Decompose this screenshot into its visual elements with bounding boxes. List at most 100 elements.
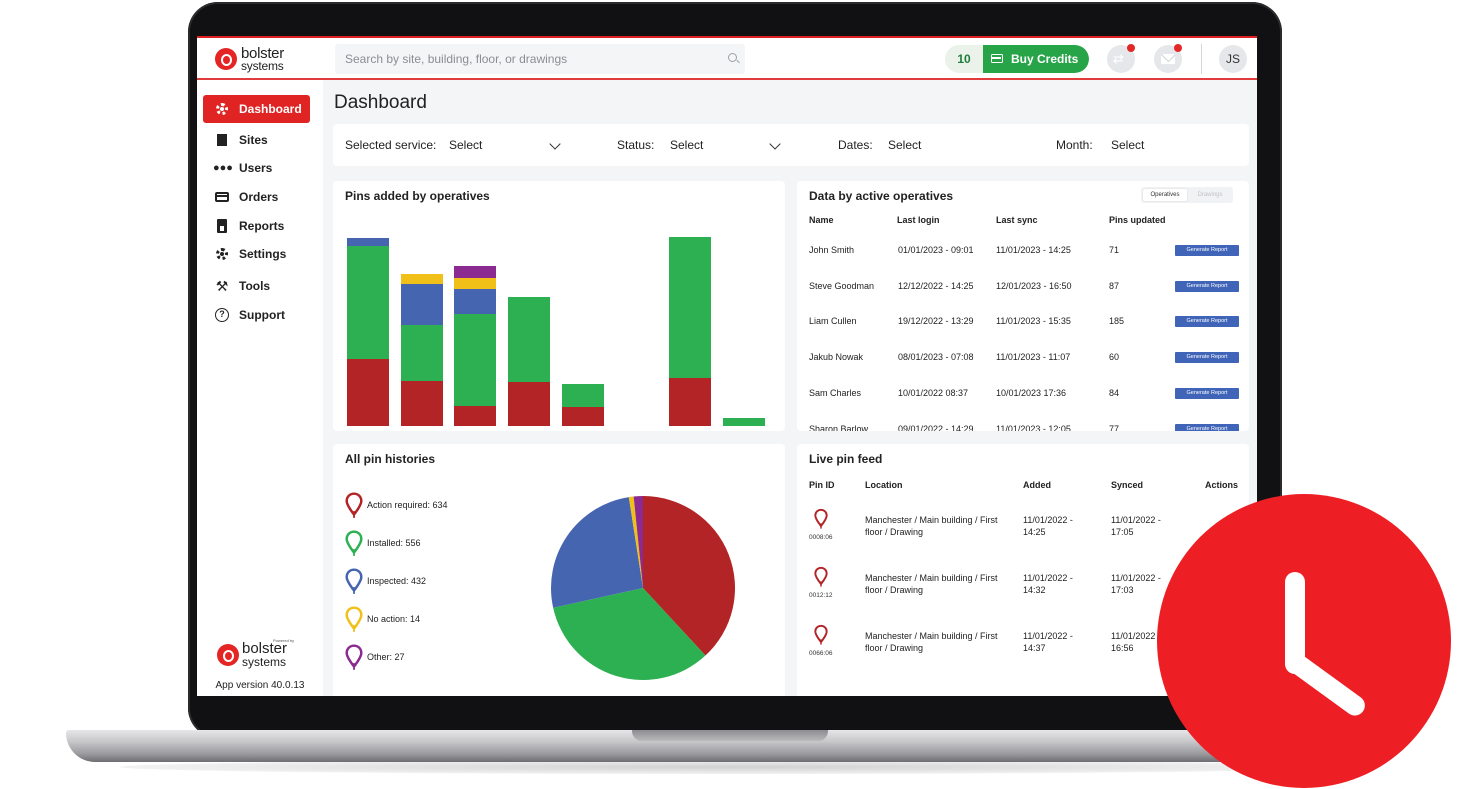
operative-last-login: 10/01/2022 08:37 — [898, 387, 969, 398]
operative-last-login: 08/01/2023 - 07:08 — [898, 352, 974, 363]
operative-name: Steve Goodman — [809, 280, 875, 291]
bar-segment — [561, 384, 604, 407]
pie-slice — [628, 496, 643, 588]
operative-last-sync: 11/01/2023 - 11:07 — [996, 352, 1071, 363]
operative-last-sync: 12/01/2023 - 16:50 — [996, 280, 1072, 291]
user-avatar[interactable]: JS — [1219, 45, 1247, 73]
dates-filter-label: Dates: — [838, 138, 873, 152]
status-filter-select[interactable]: Select — [670, 138, 704, 152]
bar-segment — [508, 382, 551, 426]
operative-name: Liam Cullen — [809, 316, 857, 327]
bar-segment — [454, 406, 497, 426]
operative-pins-updated: 185 — [1109, 316, 1125, 327]
column-header-last-sync: Last sync — [996, 215, 1038, 225]
month-filter-select[interactable]: Select — [1111, 138, 1145, 152]
sidebar-item-sites[interactable]: Sites — [203, 126, 310, 154]
bar-segment — [400, 274, 443, 284]
sidebar-item-tools[interactable]: ⚒ Tools — [203, 272, 310, 300]
buy-credits-button[interactable]: Buy Credits — [983, 45, 1089, 73]
column-header-synced: Synced — [1111, 480, 1144, 490]
chevron-down-icon[interactable] — [769, 138, 781, 150]
gear-icon — [215, 102, 229, 116]
status-filter-label: Status: — [617, 138, 655, 152]
pin-added: 11/01/2022 - 14:32 — [1023, 573, 1073, 595]
operative-last-login: 19/12/2022 - 13:29 — [898, 316, 974, 327]
bar-chart-area — [333, 181, 785, 431]
sidebar-item-users[interactable]: ●●● Users — [203, 154, 310, 182]
sync-arrows-icon: ⇄ — [1113, 51, 1124, 66]
footer-logo-mark-icon — [217, 644, 239, 666]
bar-segment — [400, 325, 443, 381]
operative-last-sync: 10/01/2023 17:36 — [996, 387, 1067, 398]
messages-button[interactable] — [1154, 44, 1182, 73]
legend-label: Installed: 556 — [367, 538, 421, 548]
histories-panel: All pin histories Action required: 634 In… — [333, 444, 785, 696]
search-input[interactable] — [345, 44, 715, 74]
operative-last-login: 09/01/2022 - 14:29 — [898, 423, 974, 432]
sidebar-item-support[interactable]: ? Support — [203, 301, 310, 329]
pin-synced: 11/01/2022 - 16:56 — [1111, 631, 1161, 653]
operative-name: John Smith — [809, 245, 855, 255]
credit-card-icon — [991, 54, 1003, 63]
operatives-panel: Data by active operatives Operatives Dra… — [797, 181, 1249, 431]
logo-text-line1: bolster — [241, 45, 284, 62]
header-divider — [1201, 44, 1202, 74]
sidebar-item-dashboard[interactable]: Dashboard — [203, 95, 310, 123]
column-header-pin-id: Pin ID — [809, 480, 835, 490]
pin-location: Manchester / Main building / First floor… — [865, 631, 998, 653]
feed-row: 0012:12 Manchester / Main building / Firs… — [797, 566, 1249, 624]
generate-report-button[interactable]: Generate Report — [1175, 316, 1239, 328]
operative-last-sync: 11/01/2023 - 12:05 — [996, 423, 1071, 432]
tab-operatives[interactable]: Operatives — [1143, 189, 1187, 201]
sidebar-item-label: Users — [239, 161, 273, 175]
credits-widget: 10 Buy Credits — [945, 45, 1089, 73]
pin-id: 0012:12 — [809, 592, 833, 599]
building-icon — [215, 133, 229, 147]
map-pin-icon — [345, 644, 363, 670]
sidebar-item-settings[interactable]: Settings — [203, 240, 310, 268]
tab-drawings[interactable]: Drawings — [1197, 192, 1223, 198]
generate-report-button[interactable]: Generate Report — [1175, 387, 1239, 399]
help-icon: ? — [215, 308, 229, 322]
generate-report-button[interactable]: Generate Report — [1175, 352, 1239, 364]
pin-id: 0008:06 — [809, 534, 833, 541]
operative-last-login: 01/01/2023 - 09:01 — [898, 245, 974, 255]
clock-hour-hand — [1285, 572, 1305, 674]
service-filter-select[interactable]: Select — [449, 138, 483, 152]
table-row: Steve Goodman 12/12/2022 - 14:25 12/01/202… — [797, 268, 1249, 304]
column-header-actions: Actions — [1205, 480, 1239, 490]
search-icon[interactable] — [728, 53, 737, 62]
bolster-logo[interactable]: bolster systems — [215, 45, 305, 74]
laptop-shadow — [120, 760, 1340, 774]
report-icon — [215, 219, 229, 233]
sync-button[interactable]: ⇄ — [1107, 44, 1135, 73]
column-header-location: Location — [865, 480, 903, 490]
sidebar-item-orders[interactable]: Orders — [203, 183, 310, 211]
operatives-title: Data by active operatives — [809, 189, 954, 203]
operatives-drawings-toggle: Operatives Drawings — [1141, 187, 1233, 203]
generate-report-button[interactable]: Generate Report — [1175, 423, 1239, 431]
footer-logo-line2: systems — [242, 655, 287, 669]
dates-filter-select[interactable]: Select — [888, 138, 922, 152]
mail-icon — [1161, 54, 1175, 64]
column-header-last-login: Last login — [897, 215, 940, 225]
column-header-pins-updated: Pins updated — [1109, 215, 1166, 225]
map-pin-icon — [814, 508, 828, 530]
operative-name: Sharon Barlow — [809, 423, 869, 432]
map-pin-icon — [345, 530, 363, 556]
generate-report-button[interactable]: Generate Report — [1175, 245, 1239, 256]
clock-minute-hand — [1281, 648, 1369, 720]
bar-segment — [347, 359, 389, 426]
bar-segment — [454, 289, 497, 314]
chevron-down-icon[interactable] — [549, 138, 561, 150]
bar-segment — [454, 266, 497, 278]
sidebar: Dashboard Sites ●●● Users Orders Reports… — [197, 80, 323, 696]
operative-last-login: 12/12/2022 - 14:25 — [898, 280, 974, 291]
generate-report-button[interactable]: Generate Report — [1175, 280, 1239, 292]
bar-segment — [561, 407, 604, 426]
sidebar-item-reports[interactable]: Reports — [203, 212, 310, 240]
logo-text-line2: systems — [241, 59, 284, 73]
footer-logo-line1: bolster — [242, 640, 288, 657]
service-filter-label: Selected service: — [345, 138, 437, 152]
operative-pins-updated: 84 — [1109, 387, 1120, 398]
